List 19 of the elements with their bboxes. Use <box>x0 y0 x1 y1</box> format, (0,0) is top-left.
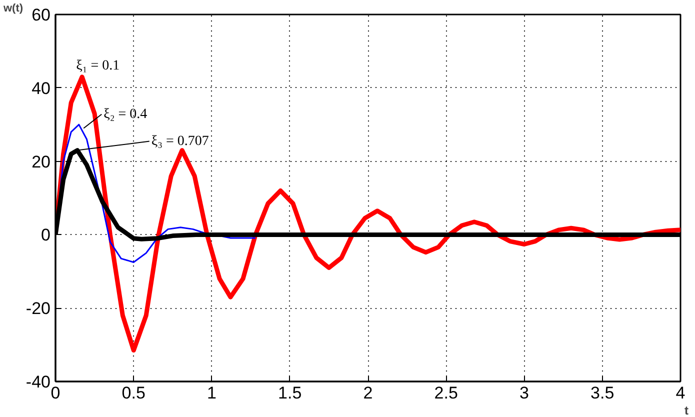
y-tick-label: -40 <box>26 372 51 392</box>
x-tick-label: 4 <box>676 384 686 402</box>
x-tick-label: 2.5 <box>434 384 458 402</box>
x-tick-label: 0.5 <box>122 384 146 402</box>
annotation: ξ₃ = 0.707 <box>151 134 209 149</box>
x-tick-label: 3.5 <box>590 384 614 402</box>
y-tick-label: 60 <box>32 6 51 24</box>
x-axis-title: t <box>684 404 689 417</box>
x-tick-label: 1 <box>207 384 216 402</box>
x-tick-label: 1.5 <box>278 384 302 402</box>
x-tick-label: 2 <box>363 384 373 402</box>
annotation: ξ₁ = 0.1 <box>76 58 120 74</box>
x-tick-label: 3 <box>520 384 529 402</box>
y-axis-title: w(t) <box>2 2 24 14</box>
annotation: ξ₂ = 0.4 <box>104 106 148 122</box>
y-tick-label: 0 <box>41 226 51 245</box>
y-tick-label: 40 <box>32 78 51 98</box>
y-tick-label: 20 <box>32 152 51 172</box>
y-tick-label: -20 <box>26 299 51 318</box>
